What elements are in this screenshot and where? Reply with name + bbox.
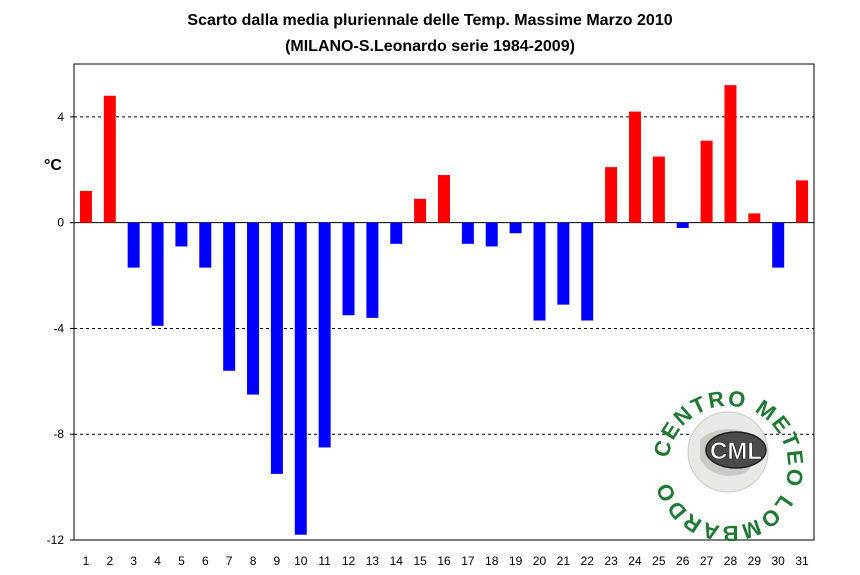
- x-tick-label: 7: [226, 554, 233, 568]
- bar-day-4: [151, 222, 164, 326]
- x-tick-label: 31: [795, 554, 809, 568]
- bar-day-7: [223, 222, 236, 371]
- x-tick-label: 6: [202, 554, 209, 568]
- x-tick-label: 18: [485, 554, 499, 568]
- x-tick-label: 15: [413, 554, 427, 568]
- x-tick-label: 28: [724, 554, 738, 568]
- y-tick-label: 0: [57, 216, 64, 230]
- bar-day-27: [700, 140, 713, 223]
- x-tick-label: 8: [250, 554, 257, 568]
- bar-day-16: [438, 175, 450, 223]
- bar-day-8: [247, 222, 260, 395]
- bar-day-21: [557, 222, 570, 305]
- x-tick-label: 22: [581, 554, 595, 568]
- x-tick-label: 9: [274, 554, 281, 568]
- y-tick-label: -4: [53, 321, 64, 335]
- bars: [79, 85, 809, 535]
- x-tick-label: 23: [604, 554, 618, 568]
- x-tick-label: 5: [178, 554, 185, 568]
- bar-day-22: [581, 222, 594, 321]
- bar-day-12: [342, 222, 355, 316]
- bar-day-28: [724, 85, 737, 223]
- bar-day-20: [533, 222, 546, 321]
- x-tick-label: 17: [461, 554, 475, 568]
- x-tick-labels: 1 2 3 4 5 6 7 8 9 10 11 12 13 14 15 16 17 18 19 20 21 22 23 24 2…: [83, 554, 809, 568]
- bar-day-6: [199, 222, 212, 268]
- x-tick-label: 21: [557, 554, 571, 568]
- bar-day-5: [175, 222, 188, 247]
- x-tick-label: 20: [533, 554, 547, 568]
- bar-day-10: [294, 222, 307, 535]
- x-tick-label: 11: [318, 554, 331, 568]
- y-tick-label: -12: [47, 533, 65, 547]
- bar-day-18: [485, 222, 498, 247]
- x-tick-label: 24: [628, 554, 642, 568]
- x-tick-label: 4: [154, 554, 161, 568]
- x-tick-label: 27: [700, 554, 714, 568]
- x-tick-label: 30: [772, 554, 786, 568]
- bar-day-3: [127, 222, 140, 268]
- chart-title: Scarto dalla media pluriennale delle Tem…: [187, 12, 672, 29]
- x-tick-label: 26: [676, 554, 690, 568]
- bar-day-25: [652, 156, 665, 223]
- logo-center-text: CML: [710, 438, 762, 465]
- x-tick-label: 13: [366, 554, 380, 568]
- y-axis-label: °C: [44, 157, 62, 174]
- chart-subtitle: (MILANO-S.Leonardo serie 1984-2009): [285, 38, 575, 55]
- bar-day-2: [103, 95, 116, 223]
- x-tick-label: 29: [748, 554, 762, 568]
- bar-day-11: [318, 222, 331, 448]
- bar-day-9: [270, 222, 283, 474]
- x-tick-label: 10: [294, 554, 308, 568]
- bar-day-29: [748, 213, 761, 223]
- bar-day-15: [414, 198, 427, 223]
- bar-day-13: [366, 222, 379, 318]
- bar-day-14: [390, 222, 403, 244]
- y-tick-labels: 4 0 -4 -8 -12: [47, 110, 74, 547]
- x-tick-label: 14: [390, 554, 404, 568]
- bar-day-26: [676, 222, 689, 228]
- x-tick-label: 3: [130, 554, 137, 568]
- y-tick-label: 4: [57, 110, 64, 124]
- bar-day-1: [79, 190, 92, 223]
- x-tick-label: 1: [83, 554, 90, 568]
- bar-day-31: [796, 180, 809, 223]
- bar-day-24: [628, 111, 641, 223]
- x-tick-label: 19: [509, 554, 523, 568]
- x-tick-label: 25: [652, 554, 666, 568]
- x-tick-label: 16: [437, 554, 451, 568]
- logo-center: CML: [705, 431, 767, 469]
- x-tick-label: 12: [342, 554, 356, 568]
- bar-day-30: [772, 222, 785, 268]
- bar-day-17: [461, 222, 474, 244]
- bar-day-23: [605, 167, 618, 223]
- x-tick-label: 2: [106, 554, 113, 568]
- bar-day-19: [509, 222, 522, 234]
- gridlines: [74, 116, 814, 435]
- y-tick-label: -8: [53, 427, 64, 441]
